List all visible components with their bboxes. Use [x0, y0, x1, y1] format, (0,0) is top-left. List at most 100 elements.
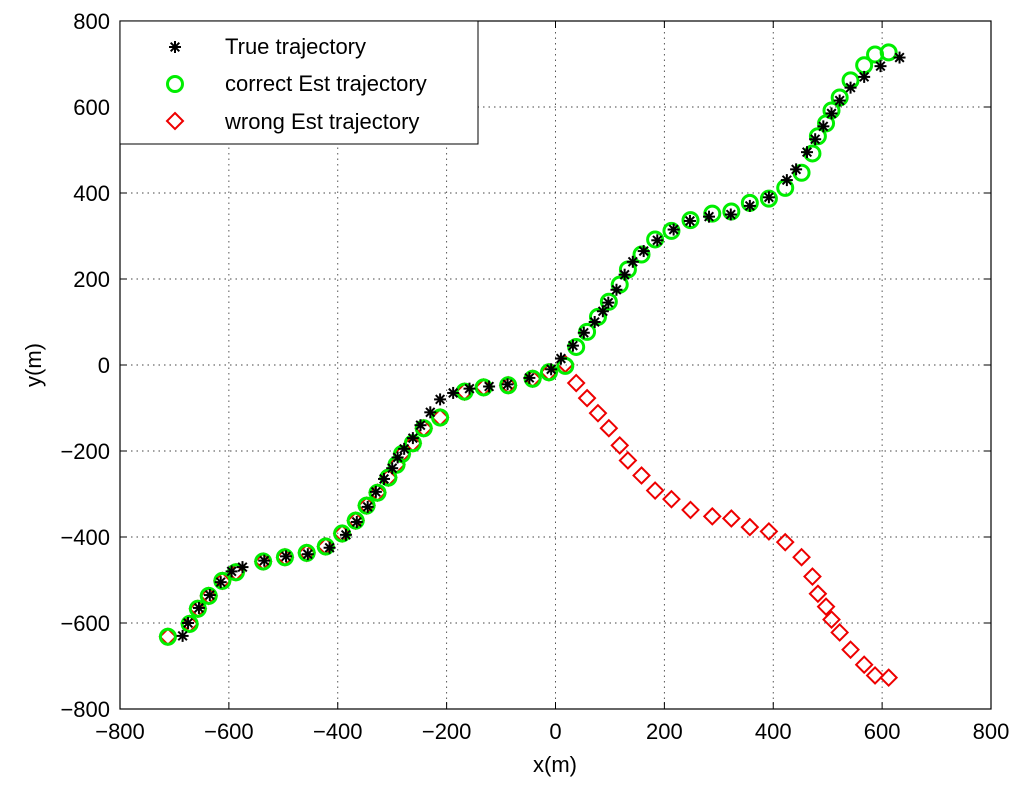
wrong-est-point: [632, 466, 651, 485]
true-trajectory-point: [637, 245, 650, 258]
true-trajectory-point: [588, 316, 601, 328]
wrong-est-point: [645, 481, 665, 500]
true-trajectory-point: [545, 363, 558, 376]
true-trajectory-point: [280, 550, 293, 563]
true-trajectory-point: [501, 378, 514, 391]
wrong-est-point: [681, 500, 700, 520]
wrong-est-point: [599, 418, 619, 438]
y-axis-label: y(m): [21, 343, 46, 387]
true-trajectory-point: [378, 472, 391, 485]
wrong-est-point: [879, 668, 899, 688]
series-true-trajectory: [176, 51, 906, 642]
x-tick-label: −800: [95, 719, 145, 744]
correct-est-point: [539, 363, 558, 382]
true-trajectory-point: [554, 352, 567, 365]
correct-est-point: [213, 571, 232, 590]
wrong-est-point: [588, 403, 608, 423]
series-layer: [158, 43, 906, 688]
true-trajectory-point: [743, 199, 756, 212]
wrong-est-point: [740, 517, 760, 537]
correct-est-point: [499, 376, 518, 395]
true-trajectory-point: [236, 561, 249, 574]
true-trajectory-point: [780, 174, 793, 187]
legend-label-true: True trajectory: [225, 34, 366, 59]
correct-est-point: [297, 543, 316, 562]
true-trajectory-point: [762, 191, 775, 204]
true-trajectory-point: [667, 223, 680, 236]
wrong-est-point: [822, 610, 841, 629]
true-trajectory-point: [398, 442, 411, 455]
true-trajectory-point: [176, 629, 189, 642]
legend: True trajectory correct Est trajectory w…: [119, 20, 479, 145]
wrong-est-point: [803, 567, 822, 586]
x-tick-label: 0: [549, 719, 561, 744]
legend-marker-wrong-est: [165, 111, 185, 131]
true-trajectory-point: [596, 305, 609, 318]
true-trajectory-point: [858, 70, 871, 83]
legend-label-wrong: wrong Est trajectory: [224, 109, 419, 134]
wrong-est-point: [816, 597, 836, 617]
correct-est-point: [431, 408, 450, 427]
correct-est-point: [567, 337, 586, 356]
x-tick-labels: −800 −600 −400 −200 0 200 400 600 800: [95, 719, 1009, 744]
correct-est-point: [681, 211, 700, 230]
x-axis-label: x(m): [533, 752, 577, 777]
true-trajectory-point: [182, 617, 195, 629]
true-trajectory-point: [825, 107, 838, 120]
true-trajectory-point: [258, 554, 271, 567]
correct-est-point: [188, 599, 207, 618]
y-tick-labels: −800 −600 −400 −200 0 200 400 600 800: [60, 9, 110, 722]
wrong-est-point: [702, 506, 722, 526]
true-trajectory-point: [523, 371, 536, 384]
x-tick-label: −600: [204, 719, 254, 744]
correct-est-point: [275, 548, 294, 567]
wrong-est-point: [854, 655, 874, 675]
true-trajectory-point: [817, 120, 830, 133]
x-tick-label: −200: [422, 719, 472, 744]
true-trajectory-point: [618, 268, 631, 281]
wrong-est-point: [721, 509, 741, 528]
correct-est-point: [333, 524, 352, 543]
true-trajectory-point: [447, 386, 460, 399]
true-trajectory-point: [801, 146, 814, 159]
x-tick-label: 600: [864, 719, 901, 744]
y-tick-label: 600: [73, 95, 110, 120]
true-trajectory-point: [414, 419, 427, 432]
true-trajectory-point: [434, 393, 447, 406]
true-trajectory-point: [225, 565, 238, 578]
true-trajectory-point: [626, 255, 639, 268]
correct-est-point: [199, 586, 218, 605]
correct-est-point: [316, 537, 335, 556]
true-trajectory-point: [463, 382, 476, 395]
correct-est-point: [662, 221, 681, 240]
true-trajectory-point: [577, 326, 590, 339]
true-trajectory-point: [483, 380, 496, 393]
legend-label-correct: correct Est trajectory: [225, 71, 427, 96]
true-trajectory-point: [833, 94, 846, 107]
true-trajectory-point: [323, 541, 336, 554]
wrong-est-point: [566, 373, 586, 393]
x-tick-label: 800: [973, 719, 1010, 744]
y-tick-label: −800: [60, 697, 110, 722]
true-trajectory-point: [301, 548, 314, 561]
plot-frame: [119, 20, 992, 710]
correct-est-point: [808, 127, 827, 146]
true-trajectory-point: [790, 163, 803, 176]
true-trajectory-point: [350, 515, 363, 528]
x-tick-label: −400: [313, 719, 363, 744]
true-trajectory-point: [874, 60, 887, 73]
wrong-est-point: [662, 489, 681, 509]
correct-est-point: [379, 468, 398, 487]
wrong-est-point: [610, 435, 630, 455]
true-trajectory-point: [386, 462, 399, 475]
wrong-est-point: [775, 532, 795, 552]
true-trajectory-point: [192, 601, 205, 614]
correct-est-point: [346, 511, 365, 530]
true-trajectory-point: [566, 339, 579, 352]
legend-marker-true-trajectory: [169, 41, 181, 53]
correct-est-point: [158, 627, 177, 646]
y-tick-label: 400: [73, 181, 110, 206]
x-tick-label: 400: [755, 719, 792, 744]
true-trajectory-point: [406, 432, 419, 445]
true-trajectory-point: [703, 210, 716, 223]
